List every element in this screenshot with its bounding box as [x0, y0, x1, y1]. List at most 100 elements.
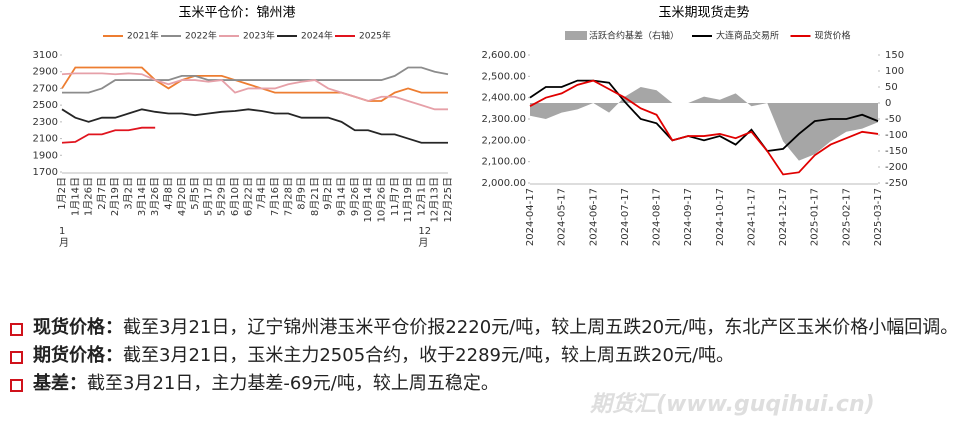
x-tick-label: 8月21日: [309, 177, 321, 216]
x-tick-label: 3月14日: [136, 177, 148, 216]
x-tick-label: 9月26日: [349, 177, 361, 216]
x-tick-label: 2024-10-17: [715, 188, 726, 246]
x-group-label: 12月: [418, 226, 432, 249]
x-tick-label: 1月2日: [56, 177, 68, 210]
x-tick-label: 2024-06-17: [588, 188, 599, 246]
bullet-label: 期货价格：: [33, 345, 123, 366]
y-tick-label: 2,100.00: [481, 157, 526, 168]
x-tick-label: 7月16日: [269, 177, 281, 216]
x-tick-label: 2025-02-17: [841, 188, 852, 246]
series-line: [61, 108, 448, 144]
x-tick-label: 10月26日: [375, 177, 387, 222]
x-tick-label: 2月19日: [109, 177, 121, 216]
x-tick-label: 10月14日: [362, 177, 374, 222]
legend-swatch: [565, 31, 587, 40]
y-tick-label: 1900: [33, 150, 58, 161]
y-tick-label: 2900: [33, 67, 58, 78]
x-tick-label: 7月28日: [282, 177, 294, 216]
y2-tick-label: -50: [885, 114, 901, 125]
x-tick-label: 11月7日: [389, 177, 401, 216]
legend-label: 2025年: [359, 30, 391, 42]
series-line: [61, 126, 156, 144]
x-tick-label: 1月26日: [83, 177, 95, 216]
watermark: 期货汇(www.guqihui.cn): [590, 392, 875, 417]
y-tick-label: 2100: [33, 134, 58, 145]
legend-label: 现货价格: [815, 30, 851, 42]
bullet: 现货价格：截至3月21日，辽宁锦州港玉米平仓价报2220元/吨，较上周五跌20元…: [0, 316, 968, 339]
legend-label: 大连商品交易所: [716, 30, 779, 42]
x-tick-label: 5月5日: [189, 177, 201, 210]
x-tick-label: 12月25日: [442, 177, 454, 222]
x-tick-label: 11月19日: [402, 177, 414, 222]
series-line: [61, 72, 448, 111]
series-line: [529, 79, 879, 176]
x-tick-label: 6月10日: [229, 177, 241, 216]
bullet-label: 基差：: [33, 373, 87, 394]
legend-label: 2023年: [243, 30, 275, 42]
legend-label: 2022年: [185, 30, 217, 42]
basis-area: [530, 87, 878, 161]
x-tick-label: 2月7日: [96, 177, 108, 210]
x-tick-label: 2024-05-17: [557, 188, 568, 246]
x-tick-label: 5月29日: [216, 177, 228, 216]
series-line: [62, 66, 449, 94]
x-tick-label: 2024-04-17: [525, 188, 536, 246]
bullet: 期货价格：截至3月21日，玉米主力2505合约，收于2289元/吨，较上周五跌2…: [0, 344, 968, 367]
x-tick-label: 12月13日: [429, 177, 441, 222]
x-tick-label: 3月2日: [123, 177, 135, 210]
y2-tick-label: -250: [885, 178, 908, 189]
x-tick-label: 2024-07-17: [620, 188, 631, 246]
x-tick-label: 6月22日: [242, 177, 254, 216]
y-tick-label: 2,500.00: [481, 71, 526, 82]
y-tick-label: 2300: [33, 117, 58, 128]
x-tick-label: 4月8日: [162, 177, 174, 210]
charts: 玉米平仓价：锦州港 1700 1900 2100 2300 2500 2700 2900 310…: [33, 5, 908, 247]
x-tick-label: 12月1日: [415, 177, 427, 216]
y-tick-label: 2,400.00: [481, 93, 526, 104]
x-group-label: 1月: [59, 226, 69, 249]
legend-label: 活跃合约基差（右轴）: [589, 30, 679, 42]
series-line: [529, 79, 879, 152]
y2-tick-label: -150: [885, 146, 908, 157]
y-tick-label: 2,000.00: [481, 178, 526, 189]
x-tick-label: 3月26日: [149, 177, 161, 216]
y-tick-label: 2,300.00: [481, 114, 526, 125]
x-tick-label: 2024-08-17: [652, 188, 663, 246]
x-tick-label: 9月2日: [322, 177, 334, 210]
y-tick-label: 2500: [33, 100, 58, 111]
y-tick-label: 1700: [33, 167, 58, 178]
y-tick-label: 2700: [33, 83, 58, 94]
series-line: [61, 66, 448, 102]
y-tick-label: 2,200.00: [481, 135, 526, 146]
x-tick-label: 2024-09-17: [683, 188, 694, 246]
y-tick-label: 2,600.00: [481, 50, 526, 61]
y2-tick-label: 50: [885, 82, 898, 93]
x-tick-label: 8月9日: [296, 177, 308, 210]
bullet-list: 现货价格：截至3月21日，辽宁锦州港玉米平仓价报2220元/吨，较上周五跌20元…: [0, 316, 976, 400]
bullet-text: 截至3月21日，玉米主力2505合约，收于2289元/吨，较上周五跌20元/吨。: [123, 345, 735, 366]
y-tick-label: 3100: [33, 50, 58, 61]
bullet-label: 现货价格：: [33, 317, 123, 338]
y2-tick-label: 0: [885, 98, 891, 109]
bullet-text: 截至3月21日，辽宁锦州港玉米平仓价报2220元/吨，较上周五跌20元/吨，东北…: [123, 317, 959, 338]
x-tick-label: 1月14日: [69, 177, 81, 216]
legend-label: 2021年: [127, 30, 159, 42]
chart-title: 玉米期现货走势: [658, 5, 749, 21]
x-tick-label: 4月20日: [176, 177, 188, 216]
y2-tick-label: -100: [885, 130, 908, 141]
x-tick-label: 2025-03-17: [873, 188, 884, 246]
y2-tick-label: 100: [885, 66, 904, 77]
bullet: 基差：截至3月21日，主力基差-69元/吨，较上周五稳定。: [0, 372, 968, 395]
x-tick-label: 2024-11-17: [746, 188, 757, 246]
x-tick-label: 9月14日: [336, 177, 348, 216]
y2-tick-label: 150: [885, 50, 904, 61]
y2-tick-label: -200: [885, 162, 908, 173]
legend-label: 2024年: [301, 30, 333, 42]
chart-title: 玉米平仓价：锦州港: [178, 6, 295, 21]
x-tick-label: 5月17日: [202, 177, 214, 216]
x-tick-label: 2024-12-17: [778, 188, 789, 246]
x-tick-label: 2025-01-17: [810, 188, 821, 246]
x-tick-label: 7月4日: [256, 177, 268, 210]
bullet-text: 截至3月21日，主力基差-69元/吨，较上周五稳定。: [87, 373, 499, 394]
